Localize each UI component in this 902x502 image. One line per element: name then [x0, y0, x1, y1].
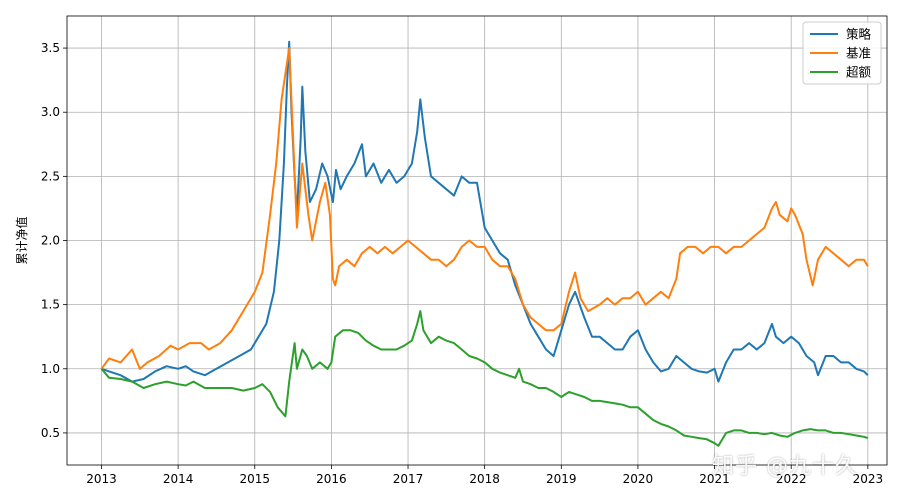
series-lines	[100, 40, 869, 447]
x-tick-label: 2016	[316, 472, 347, 486]
x-tick-label: 2013	[86, 472, 117, 486]
legend-label: 超额	[846, 65, 872, 80]
y-tick-label: 3.0	[41, 105, 60, 119]
y-tick-label: 2.5	[41, 169, 60, 183]
x-tick-label: 2017	[393, 472, 424, 486]
series-line-0	[101, 40, 869, 383]
legend-box	[802, 21, 882, 85]
x-tick-label: 2014	[163, 472, 194, 486]
y-tick-label: 2.0	[41, 234, 60, 248]
grid	[67, 16, 887, 465]
x-tick-label: 2018	[469, 472, 500, 486]
x-tick-label: 2023	[853, 472, 884, 486]
x-tick-label: 2020	[623, 472, 654, 486]
legend-label: 基准	[846, 46, 871, 61]
y-tick-label: 1.5	[41, 298, 60, 312]
y-axis: 0.5 1.0 1.5 2.0 2.5 3.0 3.5	[41, 41, 67, 440]
y-tick-label: 0.5	[41, 426, 60, 440]
series-line-1	[100, 47, 869, 370]
watermark: 知乎 @九十久	[712, 454, 858, 479]
x-tick-label: 2021	[699, 472, 730, 486]
y-tick-label: 3.5	[41, 41, 60, 55]
x-tick-label: 2015	[239, 472, 270, 486]
y-tick-label: 1.0	[41, 362, 60, 376]
series-line-2	[100, 310, 869, 447]
x-tick-label: 2022	[776, 472, 807, 486]
x-axis: 2013 2014 2015 2016 2017 2018 2019 2020 2021 2022…	[86, 465, 883, 486]
y-axis-label: 累计净值	[14, 216, 29, 264]
x-tick-label: 2019	[546, 472, 577, 486]
legend-label: 策略	[846, 27, 872, 42]
